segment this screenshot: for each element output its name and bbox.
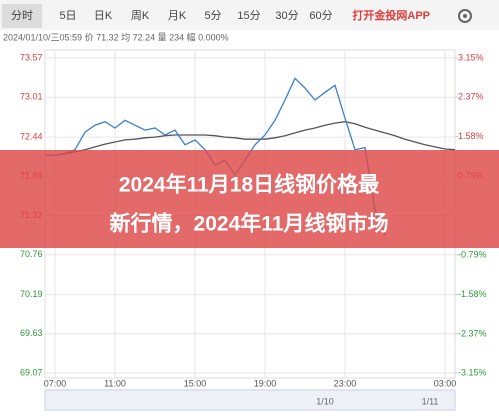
x-tick-label: 11:00: [104, 378, 126, 388]
y2-tick-label: -1.58%: [458, 289, 487, 299]
nav-label: 1/10: [316, 396, 334, 406]
info-line: 2024/01/10/三05:59 价 71.32 均 72.24 量 234 …: [3, 31, 229, 42]
nav-label: 1/11: [422, 396, 439, 406]
series-line: [45, 121, 456, 156]
tab[interactable]: 30分: [275, 9, 298, 22]
x-tick-label: 15:00: [184, 378, 207, 388]
x-tick-label: 23:00: [334, 378, 357, 388]
y2-tick-label: -3.15%: [458, 367, 487, 377]
banner: [0, 150, 499, 248]
banner-line: 新行情，2024年11月线钢市场: [110, 212, 389, 236]
tab[interactable]: 分时: [11, 9, 33, 22]
settings-icon[interactable]: [458, 9, 472, 23]
navigator: [44, 389, 456, 411]
y-tick-label: 69.07: [20, 367, 43, 377]
app-link[interactable]: 打开金投网APP: [352, 8, 430, 22]
x-tick-label: 07:00: [44, 378, 67, 388]
y-tick-label: 73.57: [20, 52, 43, 62]
x-tick-label: 19:00: [254, 378, 277, 388]
tab[interactable]: 月K: [168, 10, 187, 22]
y2-tick-label: -2.37%: [458, 328, 487, 338]
x-tick-label: 03:00: [434, 378, 457, 388]
y-tick-label: 72.44: [20, 131, 43, 141]
y2-tick-label: -0.79%: [458, 249, 487, 259]
y-tick-label: 70.76: [20, 249, 43, 259]
y-tick-label: 70.19: [20, 289, 43, 299]
y2-tick-label: 1.58%: [458, 131, 484, 141]
y2-tick-label: 3.15%: [458, 52, 484, 62]
tab[interactable]: 60分: [309, 9, 332, 22]
tab-bar: [0, 0, 499, 30]
tab[interactable]: 日K: [94, 10, 113, 22]
y2-tick-label: 2.37%: [458, 91, 484, 101]
y-tick-label: 69.63: [20, 328, 43, 338]
tab[interactable]: 周K: [131, 9, 150, 22]
tab[interactable]: 15分: [237, 9, 260, 22]
banner-line: 2024年11月18日线钢价格最: [119, 173, 380, 197]
tab-selected: [2, 4, 42, 28]
tab[interactable]: 5分: [204, 9, 221, 22]
y-tick-label: 73.01: [20, 92, 43, 102]
tab[interactable]: 5日: [59, 10, 76, 22]
